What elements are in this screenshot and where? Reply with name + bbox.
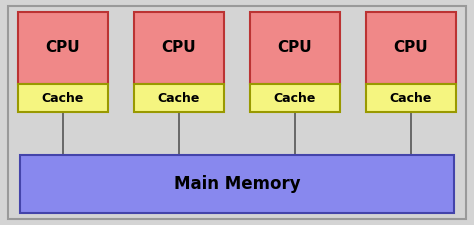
- Text: Main Memory: Main Memory: [173, 175, 301, 193]
- Text: CPU: CPU: [46, 40, 80, 56]
- Text: CPU: CPU: [394, 40, 428, 56]
- Text: CPU: CPU: [278, 40, 312, 56]
- Text: Cache: Cache: [274, 92, 316, 104]
- Text: Cache: Cache: [158, 92, 200, 104]
- Bar: [18, 12, 108, 84]
- Bar: [366, 84, 456, 112]
- Bar: [250, 12, 340, 84]
- Bar: [20, 155, 454, 213]
- Text: Cache: Cache: [390, 92, 432, 104]
- Bar: [366, 12, 456, 84]
- Bar: [250, 84, 340, 112]
- Bar: [134, 12, 224, 84]
- Text: CPU: CPU: [162, 40, 196, 56]
- Text: Cache: Cache: [42, 92, 84, 104]
- Bar: [134, 84, 224, 112]
- Bar: [18, 84, 108, 112]
